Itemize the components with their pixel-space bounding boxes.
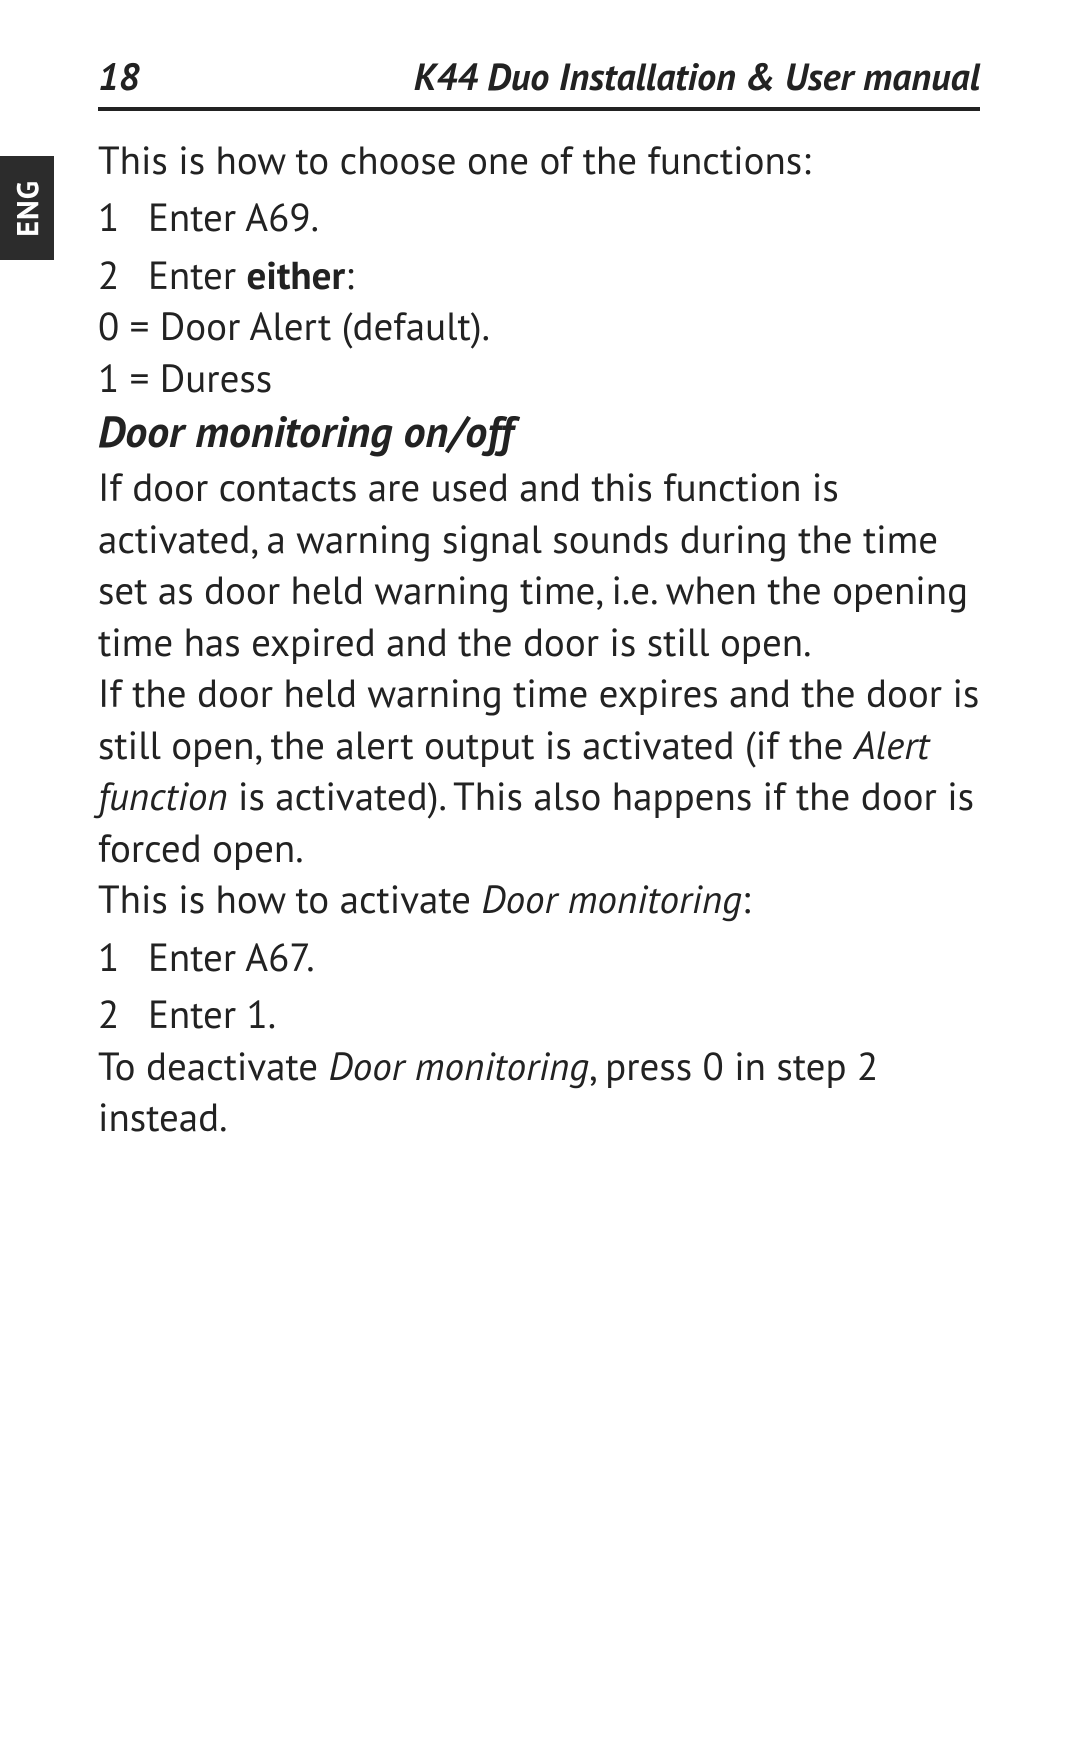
step-text-bold: either xyxy=(247,249,346,300)
step-text-part: Enter xyxy=(148,249,247,300)
section-heading: Door monitoring on/off xyxy=(98,403,980,461)
function-select-steps: 1 Enter A69. 2 Enter either: xyxy=(98,191,980,300)
paragraph: To deactivate Door monitoring, press 0 i… xyxy=(98,1040,980,1143)
text-run: To deactivate xyxy=(98,1040,329,1091)
step-text-part: : xyxy=(345,249,354,300)
language-tab-label: ENG xyxy=(8,180,47,237)
text-run-italic: Door monitoring xyxy=(329,1040,589,1091)
page-content: This is how to choose one of the functio… xyxy=(98,134,980,1143)
text-run-italic: Door monitoring xyxy=(481,873,741,924)
text-run: If the door held warning time expires an… xyxy=(98,667,979,769)
page-header: 18 K44 Duo Installation & User manual xyxy=(98,52,980,111)
step-number: 1 xyxy=(98,931,148,982)
option-line: 0 = Door Alert (default). xyxy=(98,300,980,351)
text-run: is activated). This also happens if the … xyxy=(98,770,974,872)
paragraph: If door contacts are used and this funct… xyxy=(98,461,980,667)
list-item: 2 Enter 1. xyxy=(98,988,980,1039)
page: ENG 18 K44 Duo Installation & User manua… xyxy=(0,0,1080,1754)
intro-text: This is how to choose one of the functio… xyxy=(98,134,980,185)
step-text: Enter 1. xyxy=(148,988,980,1039)
step-number: 1 xyxy=(98,191,148,242)
language-tab: ENG xyxy=(0,156,54,260)
step-number: 2 xyxy=(98,988,148,1039)
paragraph: If the door held warning time expires an… xyxy=(98,667,980,873)
list-item: 2 Enter either: xyxy=(98,249,980,300)
step-text: Enter A69. xyxy=(148,191,980,242)
text-run: : xyxy=(742,873,751,924)
document-title: K44 Duo Installation & User manual xyxy=(414,52,980,101)
step-text: Enter A67. xyxy=(148,931,980,982)
activate-steps: 1 Enter A67. 2 Enter 1. xyxy=(98,931,980,1040)
option-line: 1 = Duress xyxy=(98,352,980,403)
list-item: 1 Enter A67. xyxy=(98,931,980,982)
page-number: 18 xyxy=(98,52,139,101)
paragraph: This is how to activate Door monitoring: xyxy=(98,873,980,924)
list-item: 1 Enter A69. xyxy=(98,191,980,242)
text-run: This is how to activate xyxy=(98,873,481,924)
step-text: Enter either: xyxy=(148,249,980,300)
step-number: 2 xyxy=(98,249,148,300)
